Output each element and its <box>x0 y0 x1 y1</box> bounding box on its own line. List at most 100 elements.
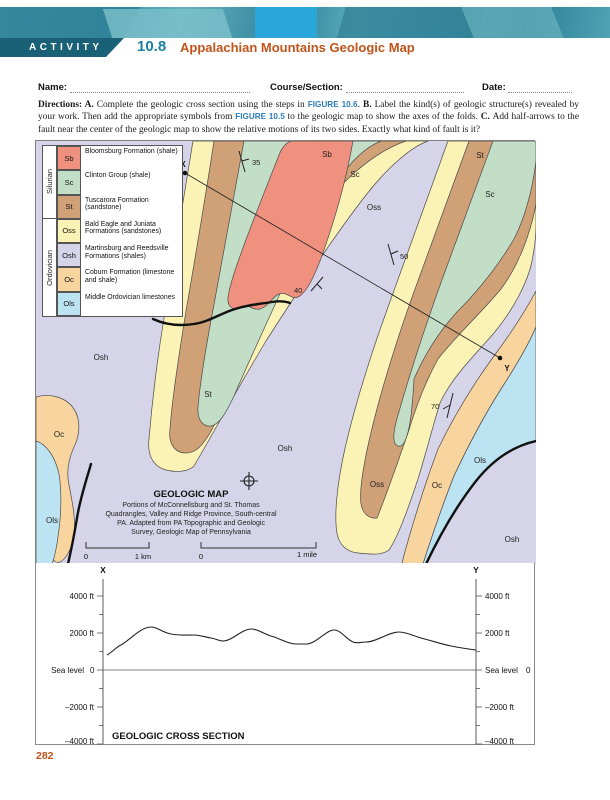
legend-desc-osh: Martinsburg and Reedsville Formations (s… <box>85 245 169 260</box>
activity-title-bar: ACTIVITY 10.8 Appalachian Mountains Geol… <box>0 38 610 57</box>
page-number: 282 <box>36 750 54 762</box>
scale-mile-zero: 0 <box>199 552 203 561</box>
map-caption-line4: Survey, Geologic Map of Pennsylvania <box>131 529 251 536</box>
legend-row-oc: Oc Coburn Formation (limestone and shale… <box>57 267 182 292</box>
section-point-x <box>182 170 188 176</box>
right-tick-zero: 0 <box>526 666 531 675</box>
right-tick-m2000: –2000 ft <box>485 703 515 712</box>
map-unit-label-sc2: Sc <box>485 190 494 199</box>
legend-row-sb: Sb Bloomsburg Formation (shale) <box>57 146 182 171</box>
figure-10-6-reference: FIGURE 10.6 <box>307 100 358 109</box>
right-tick-4000: 4000 ft <box>485 592 510 601</box>
legend-swatch-osh: Osh <box>57 243 81 268</box>
directions-text: . <box>357 100 363 110</box>
activity-eyebrow: ACTIVITY <box>29 42 103 53</box>
era-ordovician-label: Ordovician <box>45 249 54 286</box>
legend-row-oss: Oss Bald Eagle and Juniata Formations (s… <box>57 218 182 244</box>
map-unit-label-st: St <box>476 151 484 160</box>
scale-bar-km <box>85 542 150 549</box>
fault-central <box>151 300 292 327</box>
student-info-row: Name: Course/Section: Date: <box>38 82 578 93</box>
dip-value-40: 40 <box>294 286 302 295</box>
left-tick-m2000: –2000 ft <box>65 703 95 712</box>
map-unit-label-st2: St <box>204 390 212 399</box>
activity-number: 10.8 <box>137 38 167 55</box>
era-ordovician: Ordovician <box>43 219 56 316</box>
right-axis-ticks <box>476 595 482 745</box>
directions-text: Label the kind(s) of geologic structure(… <box>38 100 579 123</box>
unit-ols-corner-left <box>36 440 62 564</box>
cross-section-x-label: X <box>100 565 106 575</box>
legend-desc-st: Tuscarora Formation (sandstone) <box>85 196 149 212</box>
legend-row-st: St Tuscarora Formation (sandstone) <box>57 194 182 219</box>
strike-dip-symbol-40: 40 <box>294 276 324 295</box>
map-caption-line2: Quadrangles, Valley and Ridge Province, … <box>105 511 277 518</box>
name-label: Name: <box>38 82 68 93</box>
legend-swatch-sc: Sc <box>57 170 81 195</box>
geologic-cross-section[interactable]: X Y 4000 ft 2000 ft Sea level <box>35 563 535 746</box>
left-tick-zero: 0 <box>90 666 95 675</box>
strike-dip-symbol-35: 35 <box>238 150 260 173</box>
map-caption-title: GEOLOGIC MAP <box>154 489 230 500</box>
directions-paragraph: Directions: A. Complete the geologic cro… <box>38 99 579 136</box>
right-tick-sealevel: Sea level <box>485 666 518 675</box>
geologic-map[interactable]: X Y 35 50 40 70 <box>35 140 536 564</box>
activity-wedge <box>0 38 124 57</box>
map-unit-label-sc: Sc <box>350 170 359 179</box>
map-unit-label-oc2: Oc <box>432 481 442 490</box>
cross-section-y-label: Y <box>473 565 479 575</box>
map-caption-line1: Portions of McConnellsburg and St. Thoma… <box>122 502 260 509</box>
map-unit-label-ols2: Ols <box>474 456 486 465</box>
photo-sky-patch <box>255 7 317 38</box>
legend-swatch-ols: Ols <box>57 291 81 316</box>
header-photo-banner <box>0 7 610 38</box>
step-a-label: A. <box>84 100 97 110</box>
step-b-label: B. <box>362 100 375 110</box>
map-unit-label-osh-corner: Osh <box>505 535 520 544</box>
unit-sb-core <box>227 141 354 310</box>
cross-section-title: GEOLOGIC CROSS SECTION <box>112 731 245 742</box>
map-unit-label-oc-left: Oc <box>54 430 64 439</box>
era-silurian-label: Silurian <box>45 169 54 195</box>
map-unit-label-oss: Oss <box>367 203 381 212</box>
page-title: Appalachian Mountains Geologic Map <box>180 40 415 55</box>
date-field[interactable] <box>508 83 573 93</box>
unit-sc-syncline2 <box>393 141 536 447</box>
figure-10-5-reference: FIGURE 10.5 <box>235 112 285 122</box>
geologic-map-canvas: X Y 35 50 40 70 <box>36 141 536 564</box>
map-unit-label-ols-left: Ols <box>46 516 58 525</box>
right-tick-m4000: –4000 ft <box>485 737 515 745</box>
legend-rows: Sb Bloomsburg Formation (shale) Sc Clint… <box>57 146 182 316</box>
map-label-y: Y <box>504 364 510 373</box>
legend-row-sc: Sc Clinton Group (shale) <box>57 170 182 195</box>
scale-bar-mile <box>200 542 317 549</box>
legend-era-column: Silurian Ordovician <box>43 146 57 316</box>
directions-text: to the geologic map to show the axes of … <box>284 112 481 123</box>
strike-dip-symbol-70: 70 <box>431 392 454 419</box>
course-label: Course/Section: <box>270 82 343 93</box>
left-tick-2000: 2000 ft <box>70 629 95 638</box>
left-tick-sealevel: Sea level <box>51 666 84 675</box>
legend-swatch-oss: Oss <box>57 218 81 244</box>
dip-value-50: 50 <box>400 252 408 261</box>
fault-bottom-left <box>66 462 93 564</box>
name-field[interactable] <box>69 83 250 93</box>
map-unit-label-osh-mid: Osh <box>278 444 293 453</box>
map-legend: Silurian Ordovician Sb Bloomsburg Format… <box>42 145 183 317</box>
date-label: Date: <box>482 82 506 93</box>
legend-swatch-st: St <box>57 194 81 219</box>
scale-km-zero: 0 <box>84 552 88 561</box>
course-field[interactable] <box>345 83 464 93</box>
map-unit-label-osh-left: Osh <box>94 353 109 362</box>
dip-value-70: 70 <box>431 402 439 411</box>
section-point-y <box>497 355 503 361</box>
right-tick-2000: 2000 ft <box>485 629 510 638</box>
map-label-x: X <box>180 160 186 169</box>
legend-desc-oc: Coburn Formation (limestone and shale) <box>85 269 175 284</box>
strike-dip-symbol-50: 50 <box>387 243 408 266</box>
directions-text: Add half-arrows to the fault near the ce… <box>38 112 579 135</box>
legend-desc-oss: Bald Eagle and Juniata Formations (sands… <box>85 220 162 236</box>
legend-desc-ols: Middle Ordovician limestones <box>85 293 175 301</box>
scale-mile-label: 1 mile <box>297 550 317 559</box>
